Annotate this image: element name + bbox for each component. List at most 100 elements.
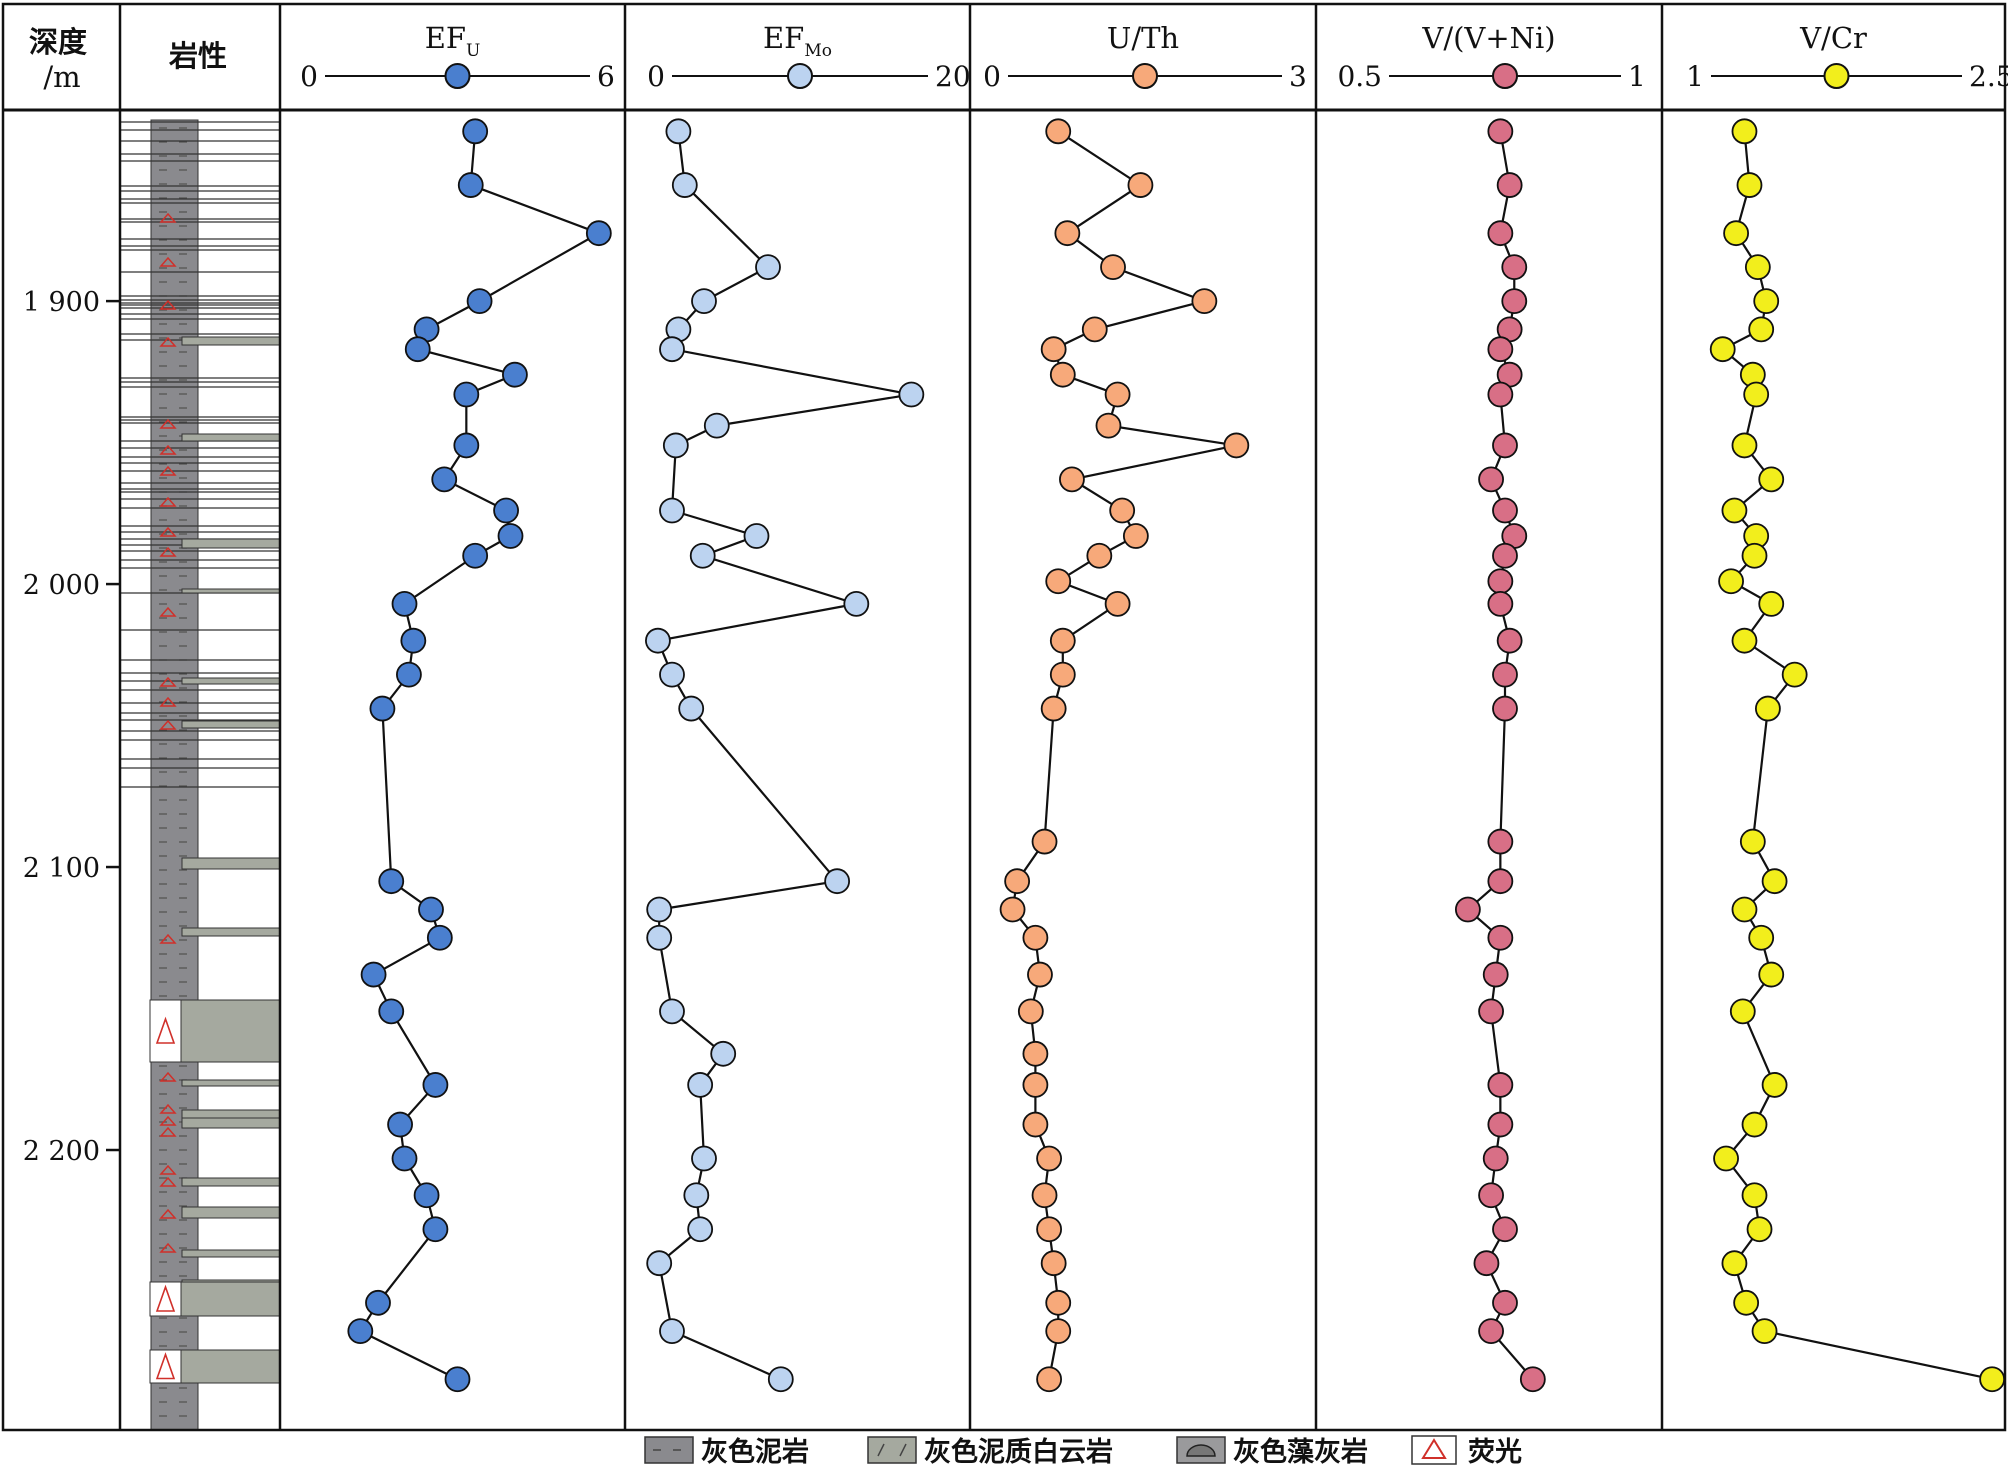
fluorescence-mark bbox=[159, 299, 177, 310]
data-point bbox=[1022, 1040, 1049, 1067]
data-point bbox=[462, 118, 489, 145]
data-point bbox=[1487, 1072, 1514, 1098]
data-point bbox=[1104, 381, 1131, 408]
data-point bbox=[1223, 432, 1250, 459]
legend-label: 灰色藻灰岩 bbox=[1233, 1436, 1368, 1468]
data-point bbox=[453, 432, 480, 459]
data-point bbox=[378, 868, 405, 895]
data-point bbox=[1054, 220, 1081, 247]
dolomite-band bbox=[181, 720, 281, 729]
fluorescence-mark bbox=[159, 606, 177, 617]
series-U/Th bbox=[999, 118, 1250, 1393]
data-point bbox=[1492, 695, 1518, 722]
data-point bbox=[1017, 998, 1044, 1025]
data-point bbox=[1036, 1366, 1062, 1393]
data-point bbox=[422, 1216, 449, 1243]
data-point bbox=[347, 1318, 374, 1345]
data-point bbox=[743, 523, 770, 549]
data-point bbox=[1049, 661, 1076, 688]
series-header-title: U/Th bbox=[1107, 21, 1179, 55]
fluorescence-mark bbox=[159, 336, 177, 347]
data-point bbox=[659, 336, 685, 363]
data-point bbox=[1492, 542, 1518, 569]
data-point bbox=[1731, 432, 1758, 459]
data-point bbox=[1741, 542, 1768, 569]
data-point bbox=[1031, 1182, 1058, 1209]
dolomite-band bbox=[181, 538, 281, 549]
legend-label: 荧光 bbox=[1468, 1437, 1522, 1468]
dolomite-band bbox=[181, 857, 281, 870]
dolomite-band bbox=[181, 1117, 281, 1129]
data-point bbox=[1733, 1289, 1760, 1316]
data-point bbox=[1751, 1318, 1778, 1345]
series-header-max: 6 bbox=[597, 60, 615, 93]
data-point bbox=[1721, 1250, 1748, 1277]
data-point bbox=[1492, 661, 1518, 688]
depth-tick-label: 1 900 bbox=[23, 287, 100, 318]
data-point bbox=[1501, 254, 1528, 281]
data-point bbox=[659, 497, 685, 524]
data-point bbox=[1487, 118, 1514, 145]
data-point bbox=[1059, 466, 1085, 493]
legend: 灰色泥岩 灰色泥质白云岩 灰色藻灰岩 荧光 bbox=[644, 1435, 1522, 1468]
data-point bbox=[1761, 1072, 1788, 1098]
series-line bbox=[358, 131, 602, 1381]
data-point bbox=[710, 1040, 737, 1067]
data-point bbox=[687, 1216, 714, 1243]
series-header-max: 2.5 bbox=[1969, 60, 2008, 93]
data-point bbox=[1492, 432, 1518, 459]
data-point bbox=[422, 1072, 449, 1098]
mudstone-swatch bbox=[644, 1436, 694, 1464]
data-point bbox=[453, 381, 480, 408]
data-point bbox=[1729, 998, 1756, 1025]
data-point bbox=[1492, 1216, 1518, 1243]
data-point bbox=[404, 336, 431, 363]
data-point bbox=[1081, 316, 1108, 343]
series-header-marker bbox=[1492, 63, 1518, 89]
series-header-min: 0 bbox=[647, 60, 665, 93]
data-point bbox=[646, 924, 673, 951]
data-point bbox=[767, 1366, 794, 1393]
data-point bbox=[1492, 1289, 1518, 1316]
data-point bbox=[387, 1111, 413, 1138]
fluorescence-mark bbox=[159, 546, 177, 557]
data-point bbox=[659, 661, 685, 688]
fluorescence-mark bbox=[159, 212, 177, 223]
data-point bbox=[1487, 924, 1514, 951]
data-point bbox=[1496, 172, 1523, 198]
series-line bbox=[1720, 131, 1993, 1381]
fluorescence-large bbox=[155, 1284, 176, 1312]
data-point bbox=[1040, 336, 1067, 363]
data-point bbox=[1022, 1111, 1049, 1138]
fluorescence-mark bbox=[159, 1115, 177, 1126]
data-point bbox=[365, 1289, 391, 1316]
panel-frame bbox=[1, 2, 2007, 1432]
depth-tick-label: 2 200 bbox=[23, 1136, 100, 1167]
outer-frame bbox=[1, 2, 2007, 1432]
data-point bbox=[1487, 220, 1514, 247]
data-point bbox=[646, 1250, 673, 1277]
data-point bbox=[1040, 695, 1067, 722]
series-header-marker bbox=[444, 63, 471, 89]
data-point bbox=[683, 1182, 710, 1209]
series-header-title: EFU bbox=[425, 21, 481, 61]
dolomite-band bbox=[181, 677, 281, 685]
dolomite-band bbox=[181, 927, 281, 937]
data-point bbox=[1036, 1145, 1062, 1172]
data-point bbox=[659, 998, 685, 1025]
fluorescence-mark bbox=[159, 696, 177, 707]
data-point bbox=[691, 1145, 717, 1172]
fluorescence-mark bbox=[159, 1164, 177, 1175]
data-point bbox=[466, 288, 493, 315]
fluorescence-large bbox=[155, 1016, 176, 1044]
fluorescence-mark bbox=[159, 465, 177, 476]
depth-axis: 1 900 2 000 2 100 2 200 bbox=[23, 287, 120, 1167]
fluorescence-swatch-box bbox=[1411, 1435, 1457, 1465]
data-point bbox=[1748, 924, 1775, 951]
fluorescence-mark bbox=[159, 418, 177, 429]
data-point bbox=[1487, 568, 1514, 595]
data-point bbox=[1027, 961, 1053, 988]
depth-tick-label: 2 000 bbox=[23, 570, 100, 601]
